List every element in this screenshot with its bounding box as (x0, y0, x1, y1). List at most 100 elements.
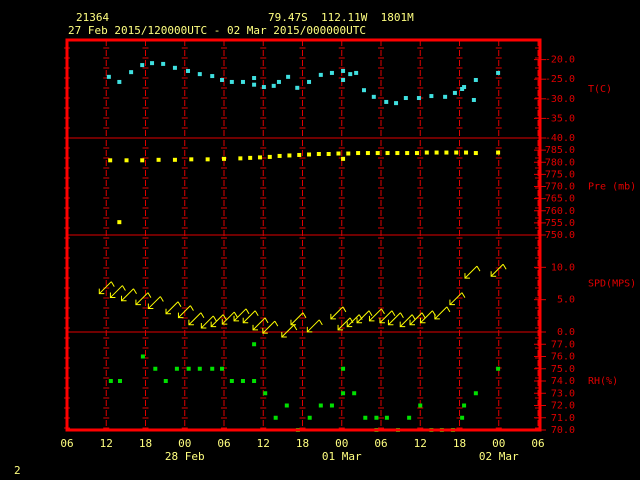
x-tick-label: 18 (139, 437, 152, 450)
data-point (496, 150, 501, 155)
y-tick-label: 760.0 (545, 206, 575, 217)
wind-arrow (188, 312, 205, 326)
arrow-barb (302, 312, 307, 318)
wind-arrow (121, 288, 137, 302)
arrow-head (109, 292, 116, 299)
arrow-head (98, 288, 105, 295)
arrow-head (281, 332, 287, 338)
arrow-barb (476, 265, 481, 272)
data-point (462, 85, 467, 90)
wind-arrow (490, 263, 507, 277)
station-location: 79.47S 112.11W 1801M (268, 11, 414, 24)
arrow-shaft (98, 281, 112, 295)
arrow-barb (358, 314, 363, 320)
arrow-shaft (252, 317, 266, 331)
wind-arrow (252, 317, 269, 331)
page-number: 2 (14, 464, 21, 477)
data-point (267, 154, 272, 159)
wind-arrow (165, 301, 182, 315)
arrow-head (434, 313, 440, 320)
arrow-barb (233, 311, 238, 318)
y-tick-label: 77.0 (551, 339, 575, 350)
y-axis-label: T(C) (588, 84, 612, 95)
wind-arrow (200, 315, 217, 329)
data-point (108, 379, 113, 383)
data-point (464, 150, 469, 155)
arrow-shaft (337, 317, 351, 331)
data-point (307, 79, 312, 84)
arrow-shaft (242, 310, 256, 324)
x-tick-label: 06 (60, 437, 73, 450)
y-tick-label: -35.0 (545, 113, 575, 124)
data-point (394, 101, 399, 106)
arrow-barb (342, 306, 347, 313)
data-point (229, 79, 234, 84)
wind-arrow (109, 285, 126, 299)
data-point (361, 88, 366, 93)
data-point (140, 158, 145, 163)
arrow-head (233, 315, 240, 322)
data-point (405, 151, 410, 156)
arrow-shaft (221, 311, 235, 325)
data-point (129, 70, 134, 75)
arrow-head (490, 271, 497, 277)
wind-arrow (379, 310, 396, 324)
data-point (117, 220, 122, 225)
wind-arrow (368, 308, 385, 322)
y-tick-label: -40.0 (545, 133, 575, 144)
data-point (172, 65, 177, 70)
arrow-head (409, 319, 416, 326)
data-point (271, 83, 276, 88)
data-point (318, 72, 323, 77)
data-point (286, 74, 291, 79)
data-point (346, 151, 351, 156)
wind-arrow (419, 310, 436, 324)
y-tick-label: 765.0 (545, 194, 575, 205)
data-point (348, 72, 353, 77)
data-point (172, 157, 177, 162)
data-point (384, 415, 389, 420)
y-axis-label: RH(%) (588, 376, 618, 387)
wind-arrow (346, 314, 363, 328)
data-point (220, 366, 225, 371)
data-point (418, 403, 423, 408)
data-point (473, 77, 478, 82)
data-point (341, 77, 346, 82)
wind-arrow (177, 305, 194, 319)
arrow-barb (461, 292, 466, 298)
arrow-barb (133, 288, 137, 295)
arrow-barb (212, 315, 217, 322)
arrow-head (188, 319, 194, 326)
arrow-head (177, 312, 184, 319)
x-tick-label: 00 (335, 437, 348, 450)
arrow-shaft (449, 292, 463, 306)
data-point (197, 72, 202, 77)
data-point (276, 79, 281, 84)
data-point (295, 85, 300, 90)
y-tick-label: 780.0 (545, 157, 575, 168)
data-point (174, 366, 179, 371)
x-tick-label: 06 (531, 437, 544, 450)
arrow-shaft (121, 288, 134, 302)
arrow-head (306, 326, 313, 333)
wind-arrow (233, 308, 250, 322)
wind-arrow (449, 292, 466, 306)
data-point (460, 415, 465, 420)
arrow-barb (502, 263, 507, 270)
arrow-shaft (379, 310, 393, 324)
wind-arrow (409, 312, 426, 326)
arrow-head (200, 322, 207, 329)
data-point (263, 391, 268, 396)
arrow-barb (381, 308, 385, 315)
data-point (375, 151, 380, 156)
arrow-head (290, 319, 296, 326)
wind-arrow (330, 306, 347, 320)
data-point (496, 366, 501, 371)
data-point (108, 158, 113, 163)
arrow-head (262, 328, 268, 334)
data-point (240, 379, 245, 383)
y-tick-label: -30.0 (545, 94, 575, 105)
y-tick-label: 755.0 (545, 218, 575, 229)
arrow-barb (411, 314, 416, 320)
y-tick-label: 76.0 (551, 352, 575, 363)
